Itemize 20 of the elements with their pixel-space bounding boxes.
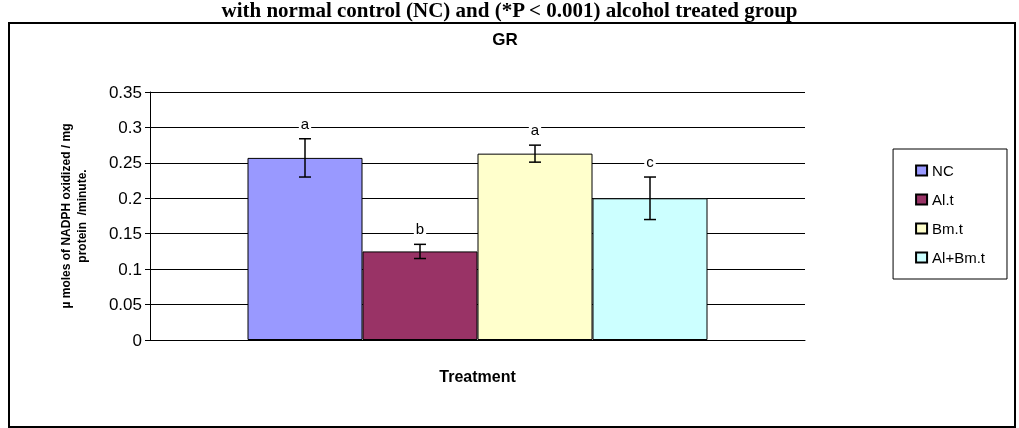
legend-label: NC: [932, 162, 954, 179]
y-tick-label: 0.3: [118, 117, 142, 137]
legend-label: Bm.t: [932, 220, 964, 237]
y-tick-label: 0.15: [108, 224, 142, 244]
legend-label: Al.t: [932, 191, 955, 208]
y-tick-label: 0: [132, 330, 142, 350]
y-tick-label: 0.05: [108, 295, 142, 315]
chart-subtitle: with normal control (NC) and (*P < 0.001) alcohol treated group: [220, 0, 799, 23]
y-axis-title: µ moles of NADPH oxidized / mg protein /minute.: [59, 123, 89, 309]
legend-label: Al+Bm.t: [932, 249, 986, 266]
x-axis-title: Treatment: [439, 367, 517, 385]
y-tick-label: 0.35: [108, 82, 142, 102]
y-tick-label: 0.1: [118, 259, 142, 279]
annotation: c: [646, 153, 655, 171]
y-tick-label: 0.2: [118, 188, 142, 208]
annotation: b: [415, 220, 425, 238]
annotation: a: [530, 121, 540, 139]
annotation: a: [300, 114, 310, 132]
chart-title: GR: [492, 30, 518, 49]
y-tick-label: 0.25: [108, 153, 142, 173]
